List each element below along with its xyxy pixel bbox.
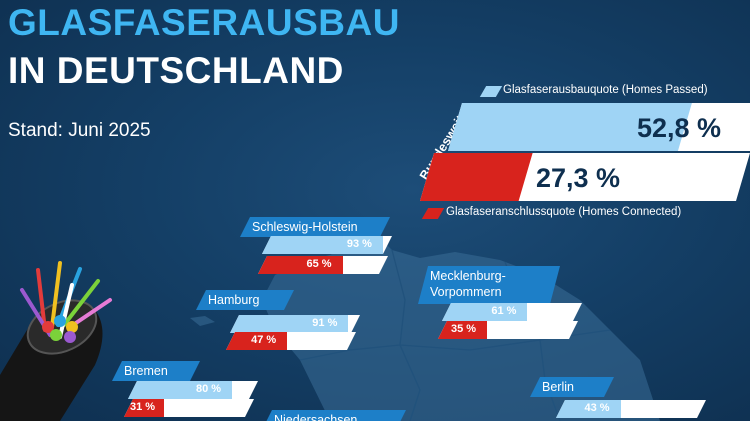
state-label-bremen: Bremen: [112, 361, 200, 381]
legend-label-passed: Glasfaserausbauquote (Homes Passed): [503, 84, 708, 96]
bar-fill-passed: [230, 315, 348, 333]
fiber-cores: [42, 315, 78, 343]
state-bar-passed-schleswig-holstein: 93 %: [262, 236, 392, 254]
state-label-mecklenburg-vorpommern: Mecklenburg- Vorpommern: [418, 266, 560, 304]
title-line-1: GLASFASERAUSBAU: [8, 2, 400, 43]
bar-value-connected: 35 %: [451, 323, 477, 335]
bar-fill-connected: [124, 399, 164, 417]
bar-value-passed: 43 %: [584, 402, 610, 414]
title-line-2: IN DEUTSCHLAND: [8, 50, 344, 91]
fiber-strands: [20, 261, 112, 339]
bar-fill-passed: [556, 400, 621, 418]
bar-value-passed: 91 %: [312, 317, 338, 329]
legend-label-connected: Glasfaseranschlussquote (Homes Connected…: [446, 206, 682, 218]
bar-value-connected: 65 %: [306, 258, 332, 270]
map-islands: [190, 296, 262, 326]
national-passed-fill: [448, 103, 692, 151]
state-label-schleswig-holstein: Schleswig-Holstein: [240, 217, 390, 237]
national-passed-value: 52,8 %: [637, 113, 722, 143]
bar-value-connected: 31 %: [130, 401, 156, 413]
bar-value-passed: 61 %: [491, 305, 517, 317]
bar-value-passed: 93 %: [346, 238, 372, 250]
bar-fill-passed: [262, 236, 383, 254]
bar-value-passed: 80 %: [196, 383, 222, 395]
state-bar-passed-mecklenburg-vorpommern: 61 %: [442, 303, 582, 321]
state-bar-passed-berlin: 43 %: [556, 400, 706, 418]
date-stand: Stand: Juni 2025: [8, 120, 151, 141]
state-label-berlin: Berlin: [530, 377, 614, 397]
state-label-hamburg: Hamburg: [196, 290, 294, 310]
state-bar-connected-mecklenburg-vorpommern: 35 %: [438, 321, 578, 339]
bar-value-connected: 47 %: [251, 334, 277, 346]
state-bar-connected-hamburg: 47 %: [226, 332, 356, 350]
national-connected-value: 27,3 %: [536, 163, 621, 193]
bar-fill-passed: [128, 381, 232, 399]
state-bar-connected-bremen: 31 %: [124, 399, 254, 417]
bar-fill-connected: [438, 321, 487, 339]
fiber-cable-illustration: [0, 255, 130, 421]
state-bar-connected-schleswig-holstein: 65 %: [258, 256, 388, 274]
national-connected-fill: [420, 153, 533, 201]
state-label-niedersachsen: Niedersachsen: [262, 410, 406, 421]
bar-fill-connected: [258, 256, 343, 274]
bar-fill-connected: [226, 332, 287, 350]
state-bar-passed-bremen: 80 %: [128, 381, 258, 399]
bar-fill-passed: [442, 303, 527, 321]
state-bar-passed-hamburg: 91 %: [230, 315, 360, 333]
